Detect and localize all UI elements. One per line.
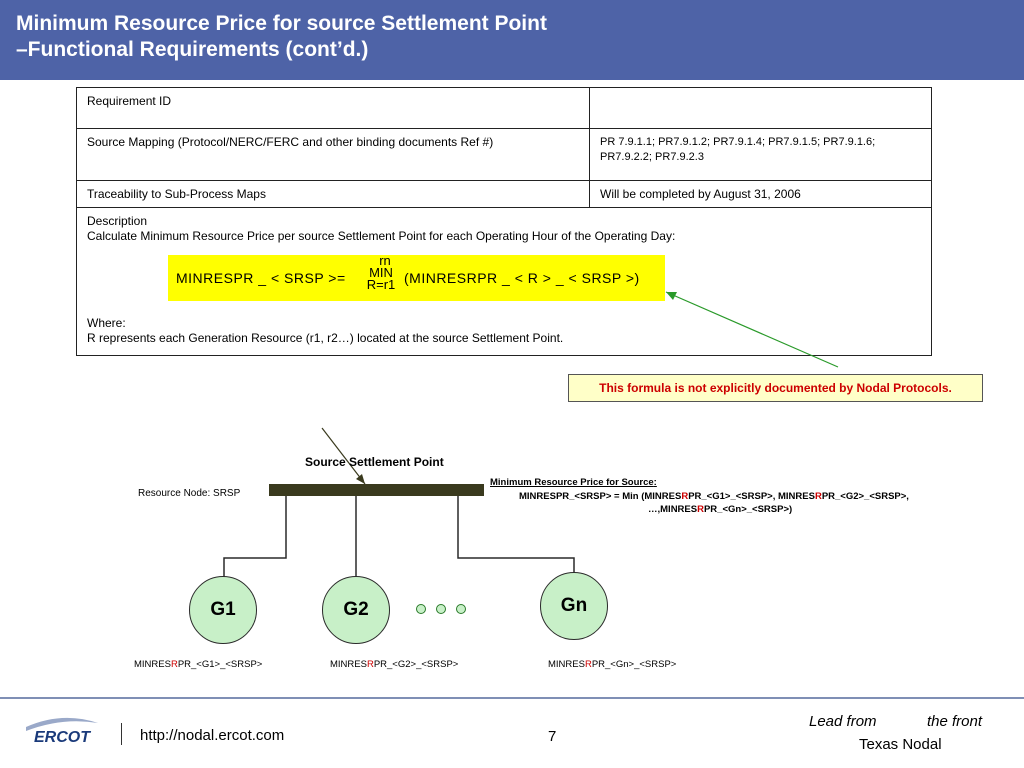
- slide-title-line1: Minimum Resource Price for source Settle…: [16, 12, 547, 35]
- where-block: Where: R represents each Generation Reso…: [87, 316, 563, 346]
- g1-label-a: MINRES: [134, 659, 171, 670]
- formula-min: MIN: [369, 265, 393, 280]
- callout-arrow: [665, 291, 839, 368]
- table-row: Requirement ID: [76, 87, 932, 129]
- mrp-l2-r: R: [697, 504, 704, 515]
- where-title: Where:: [87, 316, 126, 330]
- title-bar: Minimum Resource Price for source Settle…: [0, 0, 1024, 80]
- table-row: Source Mapping (Protocol/NERC/FERC and o…: [76, 128, 932, 181]
- tagline-part2: the front: [927, 713, 983, 730]
- mrp-title-text: Minimum Resource Price for Source: [490, 477, 654, 488]
- table-row: Traceability to Sub-Process Maps Will be…: [76, 180, 932, 208]
- mrp-l1-part-c: PR_<G2>_<SRSP>,: [821, 491, 909, 502]
- formula-lower-bound: R=r1: [366, 277, 396, 292]
- gn-label-a: MINRES: [548, 659, 585, 670]
- traceability-label: Traceability to Sub-Process Maps: [76, 180, 590, 208]
- generator-g1: G1: [189, 576, 257, 644]
- logo-text: ERCOT: [34, 729, 90, 746]
- gn-label-b: PR_<Gn>_<SRSP>: [591, 659, 677, 670]
- mrp-l1-r1: R: [681, 491, 689, 502]
- requirement-id-label: Requirement ID: [76, 87, 590, 129]
- ellipsis-dot-icon: [436, 604, 446, 614]
- ssp-pointer-line: [321, 427, 366, 485]
- source-mapping-label: Source Mapping (Protocol/NERC/FERC and o…: [76, 128, 590, 181]
- ercot-swoosh-icon: [26, 717, 98, 731]
- mrp-title-colon: :: [653, 477, 657, 488]
- gn-price-label: MINRESRPR_<Gn>_<SRSP>: [548, 659, 676, 670]
- formula-box: MINRESPR _ < SRSP >= rn MIN R=r1 (MINRES…: [168, 253, 665, 301]
- gn-label-r: R: [584, 659, 592, 670]
- mrp-l2-part-a: …,MINRES: [648, 504, 698, 515]
- formula-left: MINRESPR _ < SRSP >=: [176, 270, 346, 286]
- mrp-l1-part-a: MINRESPR_<SRSP> = Min (MINRES: [519, 491, 682, 502]
- ssp-pointer-arrowhead: [356, 474, 365, 484]
- tagline-part1: Lead from: [809, 713, 877, 730]
- ellipsis-dot-icon: [456, 604, 466, 614]
- description-text: Calculate Minimum Resource Price per sou…: [87, 229, 676, 243]
- description-cell: Description Calculate Minimum Resource P…: [76, 207, 932, 356]
- g2-label-r: R: [366, 659, 374, 670]
- g1-label-b: PR_<G1>_<SRSP>: [177, 659, 263, 670]
- generator-g2: G2: [322, 576, 390, 644]
- formula-min-operator: rn MIN R=r1: [364, 253, 398, 292]
- ercot-logo: ERCOT: [22, 713, 102, 749]
- mrp-formula-line1: MINRESPR_<SRSP> = Min (MINRESRPR_<G1>_<S…: [519, 491, 909, 502]
- tagline-part3: Texas Nodal: [859, 736, 942, 753]
- generator-gn: Gn: [540, 572, 608, 640]
- requirement-id-value: [589, 87, 932, 129]
- mrp-l1-part-b: PR_<G1>_<SRSP>, MINRES: [688, 491, 815, 502]
- g1-connection-line: [223, 496, 287, 578]
- mrp-l2-part-b: PR_<Gn>_<SRSP>): [703, 504, 793, 515]
- source-mapping-value: PR 7.9.1.1; PR7.9.1.2; PR7.9.1.4; PR7.9.…: [589, 128, 932, 181]
- mrp-title: Minimum Resource Price for Source:: [490, 477, 657, 488]
- slide-title-line2: –Functional Requirements (cont’d.): [16, 38, 369, 61]
- description-title: Description: [87, 214, 148, 228]
- mrp-formula-line2: …,MINRESRPR_<Gn>_<SRSP>): [648, 504, 792, 515]
- note-callout: This formula is not explicitly documente…: [568, 374, 983, 402]
- g2-price-label: MINRESRPR_<G2>_<SRSP>: [330, 659, 458, 670]
- g2-label-a: MINRES: [330, 659, 367, 670]
- g1-price-label: MINRESRPR_<G1>_<SRSP>: [134, 659, 262, 670]
- table-row: Description Calculate Minimum Resource P…: [76, 207, 932, 356]
- footer-separator: [121, 723, 122, 745]
- ellipsis-dot-icon: [416, 604, 426, 614]
- g1-label-r: R: [170, 659, 178, 670]
- traceability-value: Will be completed by August 31, 2006: [589, 180, 932, 208]
- footer-divider: [0, 697, 1024, 699]
- gn-connection-line: [457, 496, 575, 574]
- requirements-table: Requirement ID Source Mapping (Protocol/…: [76, 87, 932, 356]
- mrp-l1-r2: R: [814, 491, 822, 502]
- source-settlement-point-label: Source Settlement Point: [305, 455, 444, 469]
- callout-arrowhead: [666, 292, 677, 300]
- where-text: R represents each Generation Resource (r…: [87, 331, 564, 345]
- g2-label-b: PR_<G2>_<SRSP>: [373, 659, 459, 670]
- resource-node-label: Resource Node: SRSP: [138, 488, 241, 499]
- page-number: 7: [548, 728, 557, 745]
- formula-right: (MINRESRPR _ < R > _ < SRSP >): [404, 270, 640, 286]
- footer-url-link[interactable]: http://nodal.ercot.com: [140, 727, 285, 744]
- settlement-point-bus: [269, 484, 484, 496]
- formula-upper-bound: rn: [379, 253, 391, 268]
